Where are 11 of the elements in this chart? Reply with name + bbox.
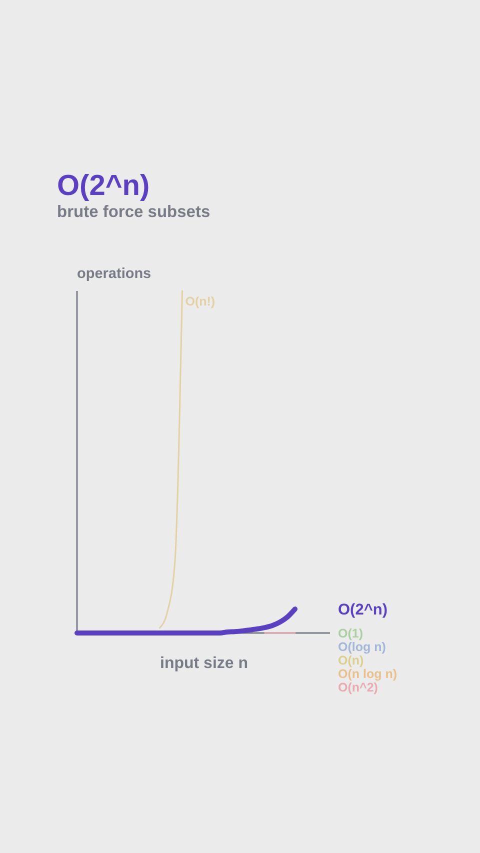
chart-title: O(2^n) bbox=[57, 170, 150, 202]
y-axis-title: operations bbox=[77, 266, 152, 282]
text: O(2^n) bbox=[338, 601, 388, 618]
text: O(n^2) bbox=[338, 680, 378, 694]
legend-label: O(n log n) bbox=[338, 666, 398, 681]
series-label: O(n!) bbox=[185, 294, 216, 308]
legend-label: O(1) bbox=[338, 626, 363, 640]
legend-label: O(log n) bbox=[338, 640, 386, 654]
legend-label: O(n) bbox=[338, 653, 364, 668]
x-axis-title: input size n bbox=[160, 655, 248, 672]
chart-subtitle: brute force subsets bbox=[57, 203, 210, 221]
